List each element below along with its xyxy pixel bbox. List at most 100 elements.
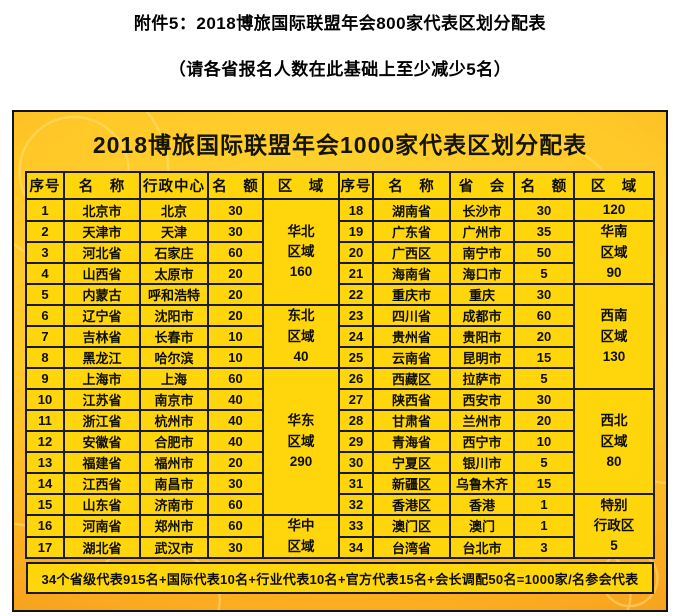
table-row: 12 安徽省 合肥市 40 29 青海省 西宁市 10 bbox=[25, 430, 654, 454]
quota-cell: 5 bbox=[513, 451, 575, 475]
table-row: 6 辽宁省 沈阳市 20 东北 区域 40 23 四川省 成都市 60 bbox=[25, 304, 654, 370]
capital-cell: 上海 bbox=[139, 367, 209, 391]
province-name-cell: 重庆市 bbox=[372, 283, 451, 307]
province-name-cell: 甘肃省 bbox=[372, 409, 451, 433]
column-header: 行政中心 bbox=[139, 171, 209, 200]
province-name-cell: 福建省 bbox=[63, 451, 141, 475]
province-name-cell: 湖南省 bbox=[372, 197, 451, 223]
quota-cell: 40 bbox=[207, 430, 264, 454]
quota-cell: 10 bbox=[513, 430, 575, 454]
capital-cell: 呼和浩特 bbox=[139, 283, 209, 307]
quota-cell: 20 bbox=[513, 409, 575, 433]
quota-cell: 60 bbox=[207, 241, 264, 265]
quota-cell: 15 bbox=[513, 472, 575, 496]
province-name-cell: 内蒙古 bbox=[63, 283, 141, 307]
quota-cell: 20 bbox=[207, 262, 264, 286]
column-header: 省 会 bbox=[449, 171, 515, 200]
table-row: 13 福建省 福州市 20 30 宁夏区 银川市 5 bbox=[25, 451, 654, 475]
quota-cell: 5 bbox=[513, 262, 575, 286]
row-number-cell: 4 bbox=[25, 262, 65, 286]
province-name-cell: 西藏区 bbox=[372, 367, 451, 391]
capital-cell: 杭州市 bbox=[139, 409, 209, 433]
quota-cell: 30 bbox=[207, 472, 264, 496]
region-cell: 120 bbox=[573, 197, 655, 223]
capital-cell: 西安市 bbox=[449, 388, 515, 412]
row-number-cell: 15 bbox=[25, 493, 65, 517]
capital-cell: 郑州市 bbox=[139, 514, 209, 538]
row-number-cell: 16 bbox=[25, 514, 65, 538]
row-number-cell: 21 bbox=[338, 262, 374, 286]
province-name-cell: 江西省 bbox=[63, 472, 141, 496]
province-name-cell: 天津市 bbox=[63, 220, 141, 244]
region-cell: 东北 区域 40 bbox=[262, 304, 340, 370]
table-row: 1 北京市 北京 30 华北 区域 160 18 湖南省 长沙市 30 120 bbox=[25, 197, 655, 307]
row-number-cell: 22 bbox=[338, 283, 374, 307]
table-row: 15 山东省 济南市 60 32 香港区 香港 1 特别 行政区 5 bbox=[25, 493, 655, 559]
province-name-cell: 宁夏区 bbox=[372, 451, 451, 475]
row-number-cell: 31 bbox=[338, 472, 374, 496]
table-row: 3 河北省 石家庄 60 20 广西区 南宁市 50 bbox=[25, 241, 654, 265]
row-number-cell: 5 bbox=[25, 283, 65, 307]
quota-cell: 60 bbox=[513, 304, 575, 328]
province-name-cell: 四川省 bbox=[372, 304, 451, 328]
row-number-cell: 13 bbox=[25, 451, 65, 475]
table-row: 4 山西省 太原市 20 21 海南省 海口市 5 bbox=[25, 262, 654, 286]
capital-cell: 哈尔滨 bbox=[139, 346, 209, 370]
table-row: 2 天津市 天津 30 19 广东省 广州市 35 华南 区域 90 bbox=[25, 220, 655, 286]
table-row: 16 河南省 郑州市 60 华中 区域 33 澳门区 澳门 1 bbox=[25, 514, 654, 559]
row-number-cell: 34 bbox=[338, 535, 374, 559]
row-number-cell: 6 bbox=[25, 304, 65, 328]
row-number-cell: 32 bbox=[338, 493, 374, 517]
quota-cell: 35 bbox=[513, 220, 575, 244]
column-header: 序号 bbox=[25, 171, 65, 200]
province-name-cell: 贵州省 bbox=[372, 325, 451, 349]
quota-cell: 1 bbox=[513, 514, 575, 538]
table-row: 17 湖北省 武汉市 30 34 台湾省 台北市 3 bbox=[25, 535, 654, 559]
province-name-cell: 浙江省 bbox=[63, 409, 141, 433]
row-number-cell: 10 bbox=[25, 388, 65, 412]
row-number-cell: 17 bbox=[25, 535, 65, 559]
region-cell: 华东 区域 290 bbox=[262, 367, 340, 517]
row-number-cell: 28 bbox=[338, 409, 374, 433]
capital-cell: 长春市 bbox=[139, 325, 209, 349]
province-name-cell: 澳门区 bbox=[372, 514, 451, 538]
row-number-cell: 33 bbox=[338, 514, 374, 538]
capital-cell: 拉萨市 bbox=[449, 367, 515, 391]
capital-cell: 南昌市 bbox=[139, 472, 209, 496]
capital-cell: 石家庄 bbox=[139, 241, 209, 265]
row-number-cell: 7 bbox=[25, 325, 65, 349]
table-row: 8 黑龙江 哈尔滨 10 25 云南省 昆明市 15 bbox=[25, 346, 654, 370]
row-number-cell: 12 bbox=[25, 430, 65, 454]
region-cell: 华南 区域 90 bbox=[573, 220, 655, 286]
capital-cell: 海口市 bbox=[449, 262, 515, 286]
table-title: 2018博旅国际联盟年会1000家代表区划分配表 bbox=[92, 132, 588, 158]
row-number-cell: 24 bbox=[338, 325, 374, 349]
allocation-panel: 2018博旅国际联盟年会1000家代表区划分配表 序号名 称行政中心名 额区 域… bbox=[12, 110, 668, 612]
capital-cell: 天津 bbox=[139, 220, 209, 244]
region-cell: 西北 区域 80 bbox=[573, 388, 655, 496]
capital-cell: 贵阳市 bbox=[449, 325, 515, 349]
row-number-cell: 9 bbox=[25, 367, 65, 391]
row-number-cell: 23 bbox=[338, 304, 374, 328]
quota-cell: 5 bbox=[513, 367, 575, 391]
region-cell: 特别 行政区 5 bbox=[573, 493, 655, 559]
header-row: 序号名 称行政中心名 额区 域序号名 称省 会名 额区 域 bbox=[25, 171, 655, 200]
capital-cell: 济南市 bbox=[139, 493, 209, 517]
province-name-cell: 江苏省 bbox=[63, 388, 141, 412]
attachment-title: 附件5：2018博旅国际联盟年会800家代表区划分配表 bbox=[133, 14, 547, 33]
capital-cell: 广州市 bbox=[449, 220, 515, 244]
capital-cell: 昆明市 bbox=[449, 346, 515, 370]
column-header: 区 域 bbox=[262, 171, 340, 200]
row-number-cell: 19 bbox=[338, 220, 374, 244]
column-header: 名 称 bbox=[372, 171, 451, 200]
column-header: 区 域 bbox=[573, 171, 655, 200]
quota-cell: 10 bbox=[207, 325, 264, 349]
region-cell: 华北 区域 160 bbox=[262, 197, 340, 307]
quota-cell: 60 bbox=[207, 514, 264, 538]
capital-cell: 武汉市 bbox=[139, 535, 209, 559]
capital-cell: 沈阳市 bbox=[139, 304, 209, 328]
region-cell: 华中 区域 bbox=[262, 514, 340, 559]
province-name-cell: 山西省 bbox=[63, 262, 141, 286]
province-name-cell: 海南省 bbox=[372, 262, 451, 286]
